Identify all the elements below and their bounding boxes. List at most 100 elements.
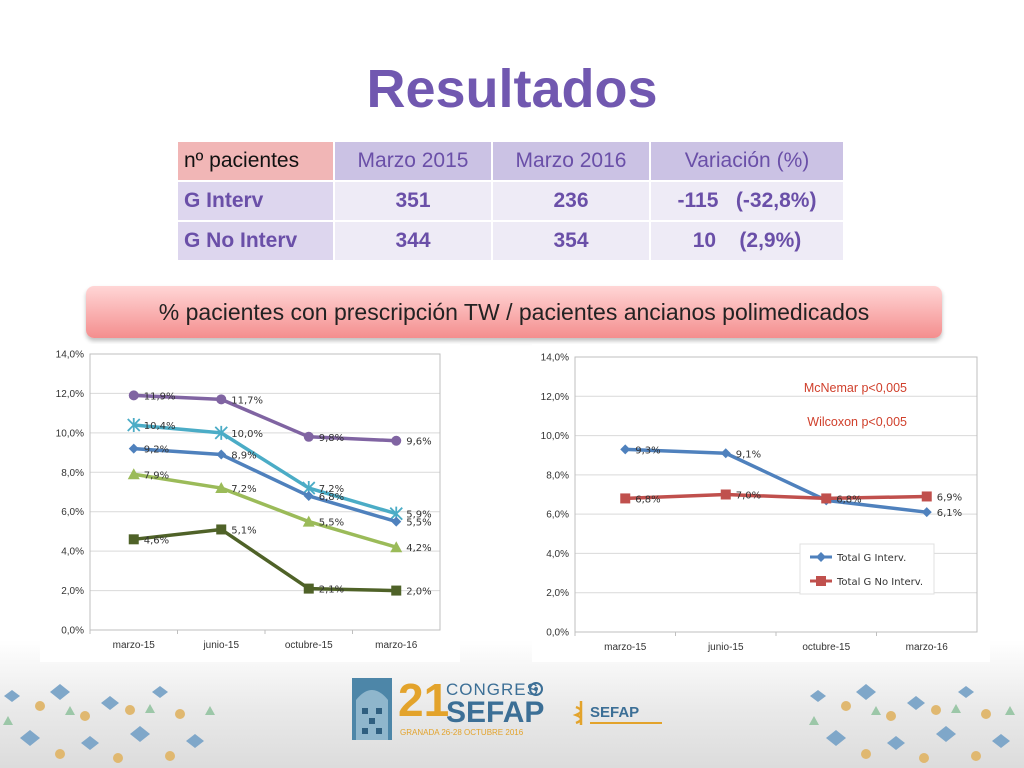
y-tick-label: 8,0% [61,468,84,479]
y-tick-label: 14,0% [541,353,569,364]
data-label: 6,1% [937,508,962,519]
data-label: 10,4% [144,421,176,432]
data-point [821,493,832,504]
series-line [625,447,927,514]
data-label: 4,2% [406,543,431,554]
congress-word: CONGRES [446,680,539,699]
data-label: 11,9% [144,391,176,402]
data-label: 7,2% [319,484,344,495]
legend-label: Total G No Interv. [836,577,923,588]
results-table: nº pacientes Marzo 2015 Marzo 2016 Varia… [176,140,845,262]
table-cell: 344 [335,222,491,260]
series-line [133,527,397,593]
y-tick-label: 10,0% [56,428,84,439]
table-cell: -115 (-32,8%) [651,182,843,220]
y-tick-label: 14,0% [56,350,84,361]
table-header-row: nº pacientes Marzo 2015 Marzo 2016 Varia… [178,142,843,180]
annotation-text: McNemar p<0,005 [804,381,907,395]
table-cell: 236 [493,182,649,220]
data-point [816,576,826,586]
data-label: 9,1% [736,449,761,460]
legend-label: Total G Interv. [836,553,906,564]
data-label: 8,9% [231,451,256,462]
gear-icon [529,682,543,696]
row-label: G No Interv [178,222,333,260]
series: 10,4% 10,0% 7,2% 5,9% [127,417,432,521]
series: 9,2% 8,9% 6,8% 5,5% [128,443,432,529]
table-row: G Interv 351 236 -115 (-32,8%) [178,182,843,220]
data-point [302,515,315,527]
y-tick-label: 2,0% [546,588,569,599]
data-point [215,482,228,494]
data-point [303,583,314,594]
x-tick-label: junio-15 [707,642,744,653]
table-header: Marzo 2016 [493,142,649,180]
data-point [127,417,141,432]
y-tick-label: 4,0% [61,547,84,558]
chart-svg: 0,0% 2,0% 4,0% 6,0% 8,0% 10,0% 12,0% 14,0% marzo… [56,350,441,651]
data-point [128,390,139,401]
data-label: 7,9% [144,470,169,481]
data-label: 5,5% [319,518,344,529]
data-label: 11,7% [231,395,263,406]
x-tick-label: marzo-15 [113,640,156,651]
series-line [133,393,397,443]
series: 11,9% 11,7% 9,8% 9,6% [128,390,432,448]
x-tick-label: marzo-16 [906,642,949,653]
data-label: 5,9% [406,510,431,521]
data-point [720,489,731,500]
table-header: Marzo 2015 [335,142,491,180]
decorative-pattern-right [809,684,1015,763]
mosaic-logo-icon [352,678,392,740]
table-header: Variación (%) [651,142,843,180]
series: 9,3% 9,1% 6,1% [620,444,962,519]
data-point [816,552,826,562]
sefap-logo-text: SEFAP [590,704,640,721]
series-line [133,423,397,516]
page-title: Resultados [366,59,658,119]
table-header: nº pacientes [178,142,333,180]
x-tick-label: junio-15 [202,640,239,651]
series-line [625,492,927,501]
y-tick-label: 0,0% [546,628,569,639]
table-cell: 10 (2,9%) [651,222,843,260]
data-label: 5,1% [231,525,256,536]
data-label: 7,2% [231,484,256,495]
chart-by-group: 0,0% 2,0% 4,0% 6,0% 8,0% 10,0% 12,0% 14,0% marzo… [40,344,460,662]
decorative-pattern-left [3,684,215,763]
data-label: 7,0% [736,491,761,502]
data-point [303,490,314,501]
y-tick-label: 10,0% [541,431,569,442]
data-point [214,425,228,440]
data-label: 2,1% [319,585,344,596]
table-cell: 351 [335,182,491,220]
data-label: 9,3% [635,445,660,456]
chart-caption-banner: % pacientes con prescripción TW / pacien… [86,286,942,338]
chart-total: 0,0% 2,0% 4,0% 6,0% 8,0% 10,0% 12,0% 14,0% marzo… [532,344,990,662]
x-tick-label: marzo-16 [375,640,418,651]
y-tick-label: 4,0% [546,549,569,560]
y-tick-label: 2,0% [61,586,84,597]
chart-svg: 0,0% 2,0% 4,0% 6,0% 8,0% 10,0% 12,0% 14,0% marzo… [541,353,978,653]
data-point [391,435,402,446]
series: 7,9% 7,2% 5,5% 4,2% [127,468,432,554]
annotation-text: Wilcoxon p<0,005 [807,415,907,429]
data-point [303,431,314,442]
data-label: 9,8% [319,433,344,444]
data-point [921,507,932,518]
data-point [921,491,932,502]
y-tick-label: 8,0% [546,470,569,481]
legend: Total G Interv. Total G No Interv. [799,543,935,595]
data-point [390,541,403,553]
y-tick-label: 6,0% [546,510,569,521]
table-row: G No Interv 344 354 10 (2,9%) [178,222,843,260]
series-line [133,472,397,549]
series-line [133,446,397,524]
data-point [128,534,139,545]
data-point [391,585,402,596]
data-label: 2,0% [406,587,431,598]
data-point [391,516,402,527]
y-tick-label: 12,0% [541,392,569,403]
logo-underline [590,722,662,724]
y-tick-label: 12,0% [56,389,84,400]
